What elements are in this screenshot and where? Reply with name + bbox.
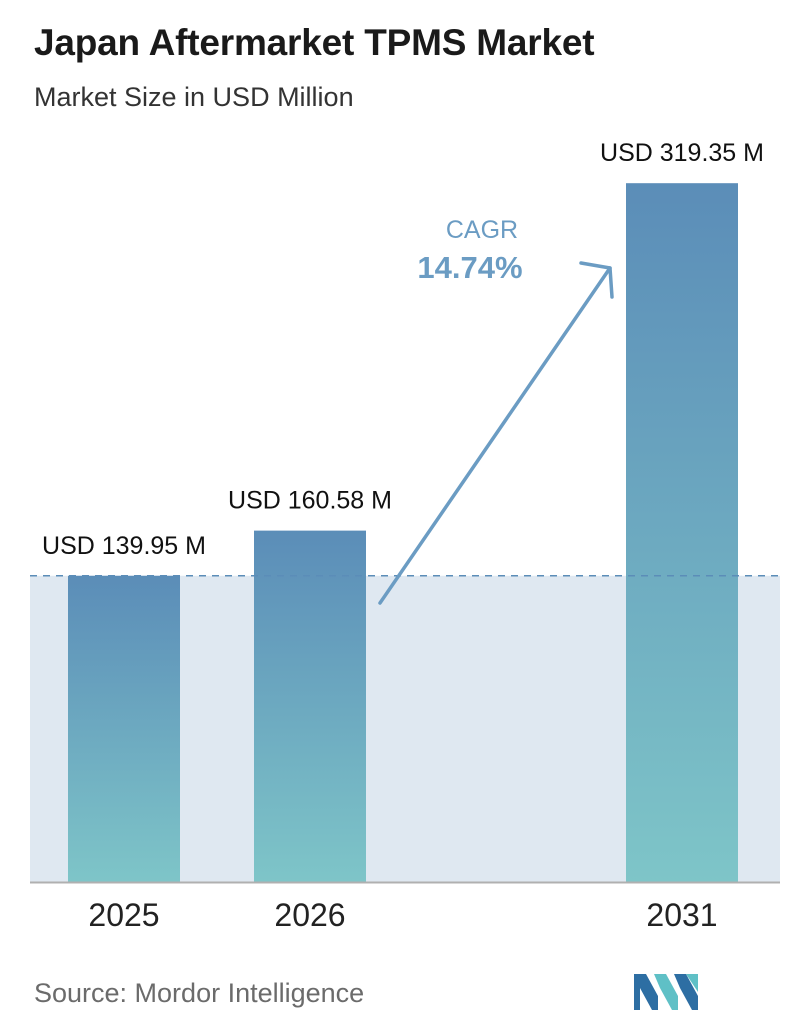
cagr-value: 14.74% [417,250,522,285]
source-note: Source: Mordor Intelligence [34,978,365,1008]
bar-2031 [626,183,738,882]
bar-2026 [254,530,366,882]
data-label-2025: USD 139.95 M [42,532,206,560]
chart-title: Japan Aftermarket TPMS Market [34,22,595,63]
bar-chart: USD 139.95 M 2025 USD 160.58 M 2026 USD 319.… [30,139,780,933]
bar-2025 [68,575,180,882]
chart-subtitle: Market Size in USD Million [34,82,354,112]
mordor-intelligence-logo-icon [634,974,698,1010]
cagr-arrow-head [579,261,614,299]
data-label-2031: USD 319.35 M [600,139,764,167]
x-tick-2025: 2025 [88,897,159,933]
x-tick-2026: 2026 [274,897,345,933]
cagr-label: CAGR [446,216,518,244]
data-label-2026: USD 160.58 M [228,487,392,515]
x-tick-2031: 2031 [646,897,717,933]
cagr-arrow-line [378,266,612,605]
